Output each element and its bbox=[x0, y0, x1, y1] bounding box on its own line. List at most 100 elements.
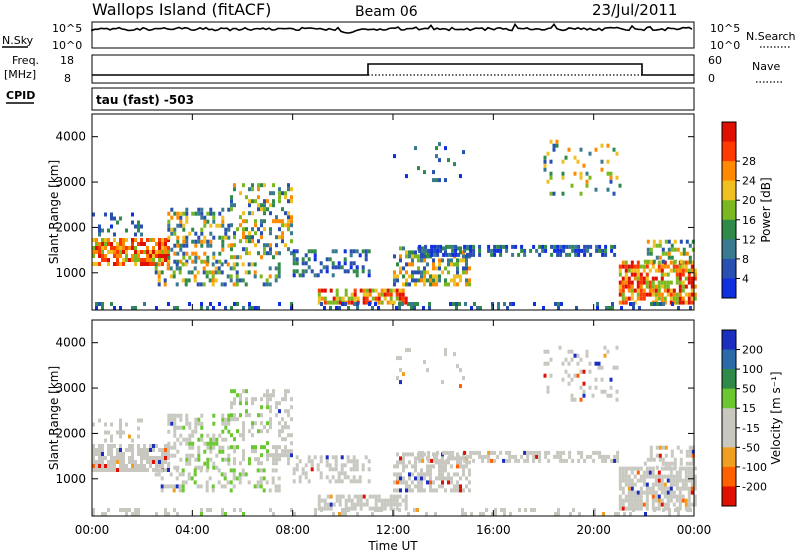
power-data-cell bbox=[374, 302, 377, 306]
power-ylabel: Slant Range [km] bbox=[47, 160, 61, 264]
power-data-cell bbox=[556, 244, 560, 249]
velocity-data-cell bbox=[399, 456, 402, 461]
power-data-cell bbox=[191, 239, 195, 244]
velocity-data-cell bbox=[645, 502, 649, 507]
power-data-cell bbox=[598, 244, 602, 249]
power-data-cell bbox=[320, 288, 324, 293]
power-data-cell bbox=[380, 292, 384, 297]
velocity-data-cell bbox=[254, 457, 257, 462]
velocity-data-cell bbox=[693, 494, 697, 499]
velocity-data-cell bbox=[272, 445, 275, 450]
colorbar-tick-label: 100 bbox=[742, 363, 763, 376]
velocity-data-cell bbox=[389, 506, 393, 511]
power-data-cell bbox=[295, 249, 299, 254]
velocity-data-cell bbox=[624, 474, 628, 479]
velocity-data-cell bbox=[417, 472, 420, 477]
velocity-data-cell bbox=[128, 508, 131, 512]
power-data-cell bbox=[260, 183, 263, 188]
power-data-cell bbox=[349, 249, 353, 254]
power-data-cell bbox=[577, 244, 581, 249]
velocity-data-cell bbox=[429, 476, 432, 481]
power-data-cell bbox=[122, 258, 125, 262]
velocity-data-cell bbox=[269, 393, 272, 398]
power-data-cell bbox=[399, 270, 402, 275]
power-data-cell bbox=[462, 254, 465, 259]
power-data-cell bbox=[656, 302, 659, 306]
velocity-data-cell bbox=[110, 452, 113, 456]
velocity-data-cell bbox=[405, 480, 408, 485]
velocity-data-cell bbox=[433, 454, 437, 459]
power-data-cell bbox=[389, 300, 393, 305]
power-data-cell bbox=[331, 265, 335, 270]
power-data-cell bbox=[184, 282, 188, 287]
velocity-data-cell bbox=[568, 454, 572, 459]
velocity-data-cell bbox=[233, 445, 236, 450]
power-data-cell bbox=[610, 248, 614, 253]
velocity-data-cell bbox=[334, 459, 338, 464]
velocity-data-cell bbox=[337, 471, 341, 476]
power-data-cell bbox=[487, 248, 491, 253]
velocity-data-cell bbox=[244, 472, 248, 477]
power-data-cell bbox=[690, 260, 694, 265]
power-data-cell bbox=[149, 238, 152, 242]
power-data-cell bbox=[670, 243, 674, 248]
velocity-data-cell bbox=[500, 508, 503, 512]
power-data-cell bbox=[549, 171, 553, 176]
velocity-data-cell bbox=[670, 453, 674, 458]
velocity-data-cell bbox=[509, 512, 512, 516]
power-data-cell bbox=[654, 292, 658, 297]
power-data-cell bbox=[214, 278, 218, 283]
velocity-data-cell bbox=[197, 457, 201, 462]
power-data-cell bbox=[544, 244, 548, 249]
velocity-data-cell bbox=[176, 465, 180, 470]
power-data-cell bbox=[134, 238, 137, 242]
power-data-cell bbox=[167, 238, 170, 242]
velocity-data-cell bbox=[179, 413, 183, 418]
velocity-data-cell bbox=[256, 468, 260, 473]
velocity-data-cell bbox=[392, 498, 396, 503]
nave-tick-bottom: 0 bbox=[708, 72, 715, 85]
colorbar-block bbox=[722, 466, 736, 487]
velocity-data-cell bbox=[137, 444, 140, 448]
power-data-cell bbox=[320, 302, 323, 306]
power-data-cell bbox=[167, 219, 171, 224]
power-data-cell bbox=[257, 203, 260, 208]
power-data-cell bbox=[278, 187, 281, 192]
power-data-cell bbox=[438, 278, 441, 283]
power-data-cell bbox=[131, 220, 134, 225]
power-data-cell bbox=[505, 248, 509, 253]
power-data-cell bbox=[453, 262, 456, 267]
colorbar-block bbox=[722, 122, 736, 143]
velocity-data-cell bbox=[338, 512, 341, 516]
power-data-cell bbox=[152, 250, 155, 254]
power-data-cell bbox=[232, 266, 236, 271]
velocity-data-cell bbox=[232, 472, 236, 477]
velocity-data-cell bbox=[172, 488, 176, 493]
power-data-cell bbox=[209, 239, 213, 244]
velocity-data-cell bbox=[355, 467, 359, 472]
power-data-cell bbox=[157, 282, 161, 287]
velocity-data-cell bbox=[173, 433, 177, 438]
velocity-data-cell bbox=[553, 454, 557, 459]
velocity-data-cell bbox=[561, 377, 565, 382]
velocity-data-cell bbox=[131, 444, 134, 448]
power-data-cell bbox=[393, 282, 396, 287]
power-data-cell bbox=[196, 270, 200, 275]
power-data-cell bbox=[398, 306, 401, 310]
velocity-data-cell bbox=[284, 409, 287, 414]
power-data-cell bbox=[284, 211, 287, 216]
power-data-cell bbox=[499, 248, 503, 253]
power-data-cell bbox=[651, 276, 655, 281]
power-data-cell bbox=[269, 211, 272, 216]
power-data-cell bbox=[191, 211, 195, 216]
power-data-cell bbox=[278, 227, 281, 232]
velocity-data-cell bbox=[603, 353, 607, 358]
power-data-cell bbox=[691, 239, 695, 244]
velocity-data-cell bbox=[227, 445, 231, 450]
power-data-cell bbox=[690, 296, 694, 301]
velocity-data-cell bbox=[524, 508, 527, 512]
power-data-cell bbox=[248, 251, 251, 256]
velocity-data-cell bbox=[167, 441, 171, 446]
power-data-cell bbox=[423, 270, 426, 275]
velocity-data-cell bbox=[691, 449, 695, 454]
